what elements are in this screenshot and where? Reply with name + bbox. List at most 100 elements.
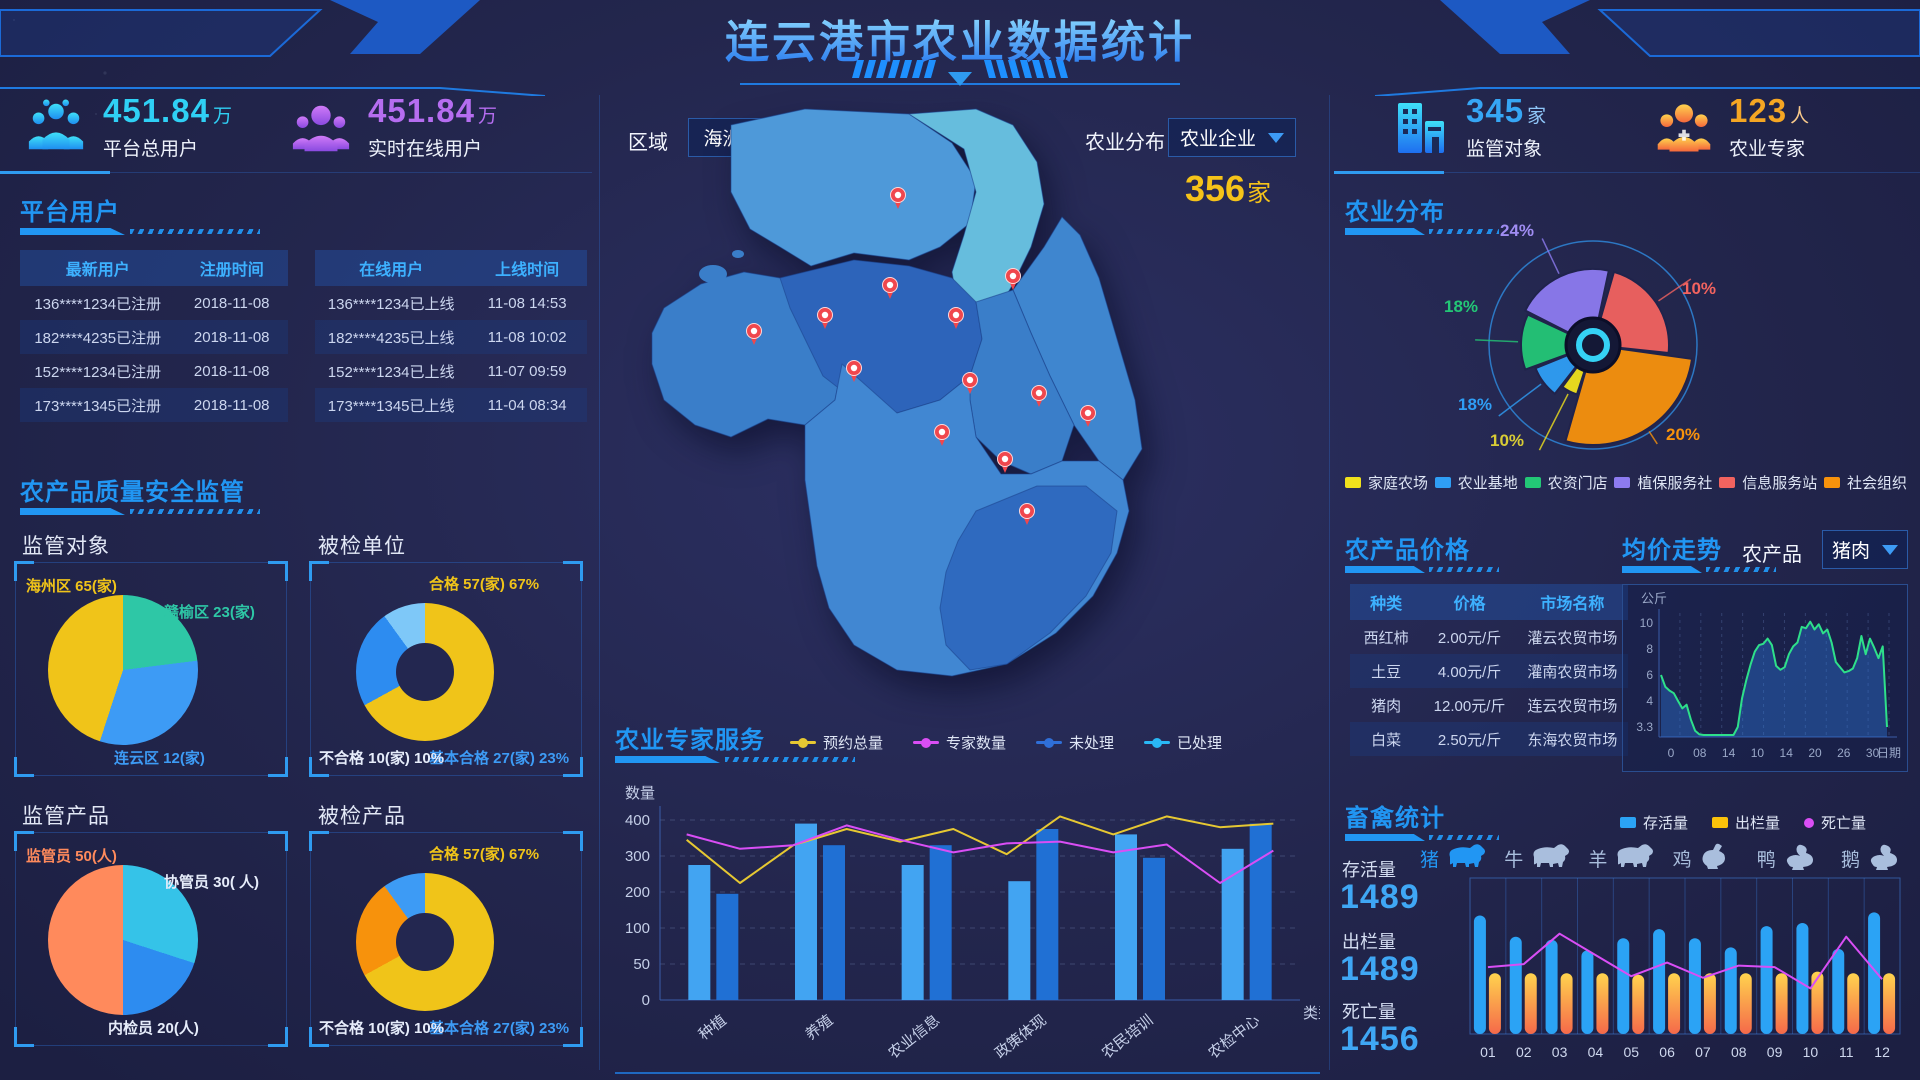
region-label: 区域 <box>628 132 668 154</box>
svg-text:100: 100 <box>625 920 650 937</box>
legend-item[interactable]: 死亡量 <box>1804 812 1866 833</box>
svg-text:26: 26 <box>1837 746 1851 760</box>
table-row: 182****4235已上线 11-08 10:02 <box>315 320 587 354</box>
pie-label: 基本合格 27(家) 23% <box>429 750 570 767</box>
product-select[interactable]: 猪肉 <box>1822 530 1908 569</box>
legend-item[interactable]: 农业基地 <box>1434 472 1518 493</box>
svg-text:0: 0 <box>642 992 650 1009</box>
svg-text:01: 01 <box>1480 1044 1496 1060</box>
section-title-platform-users: 平台用户 <box>20 199 120 226</box>
table-row: 猪肉 12.00元/斤 连云农贸市场 <box>1371 697 1618 715</box>
section-underline <box>1345 834 1605 841</box>
svg-text:4: 4 <box>1646 694 1653 708</box>
svg-text:农民培训: 农民培训 <box>1099 1012 1157 1062</box>
pie-chart <box>48 865 198 1015</box>
legend-swatch <box>1036 737 1063 748</box>
animal-icon <box>1870 844 1897 870</box>
legend-label: 已处理 <box>1177 735 1223 752</box>
svg-text:08: 08 <box>1731 1044 1747 1060</box>
livestock-chart: 01 02 03 04 05 06 07 08 09 10 11 12 <box>1469 877 1901 1060</box>
legend-label: 出栏量 <box>1735 815 1781 832</box>
legend-item[interactable]: 社会组织 <box>1823 472 1907 493</box>
pie-label: 不合格 10(家) 10% <box>319 1020 445 1037</box>
animal-tab-牛[interactable]: 牛 <box>1504 843 1571 873</box>
legend-label: 农资门店 <box>1547 475 1608 492</box>
distribution-legend: 家庭农场 农业基地 农资门店 植保服务社 信息服务站 社会组织 <box>1345 472 1907 493</box>
legend-item[interactable]: 未处理 <box>1036 732 1114 753</box>
animal-tab-label: 牛 <box>1504 849 1524 871</box>
map-pin[interactable] <box>882 277 898 300</box>
legend-label: 农业基地 <box>1457 475 1518 492</box>
rose-pct-label: 10% <box>1682 279 1717 298</box>
legend-swatch <box>1712 817 1729 828</box>
map-pin[interactable] <box>746 323 762 346</box>
legend-item[interactable]: 家庭农场 <box>1345 472 1428 493</box>
legend-item[interactable]: 信息服务站 <box>1719 472 1817 493</box>
pie-label: 海州区 65(家) <box>26 578 117 595</box>
animal-tabs: 猪牛 羊鸡鸭 鹅 <box>1420 843 1908 873</box>
legend-item[interactable]: 出栏量 <box>1712 812 1780 833</box>
legend-swatch <box>1719 477 1736 488</box>
svg-text:种植: 种植 <box>696 1012 730 1044</box>
section-underline <box>1345 228 1605 235</box>
animal-tab-label: 鸭 <box>1756 849 1776 871</box>
distribution-select-value: 农业企业 <box>1179 129 1256 150</box>
donut-chart <box>356 873 494 1011</box>
section-title-livestock: 畜禽统计 <box>1345 805 1445 832</box>
legend-item[interactable]: 农资门店 <box>1524 472 1608 493</box>
legend-item[interactable]: 存活量 <box>1620 812 1688 833</box>
animal-tab-鸭[interactable]: 鸭 <box>1757 843 1824 873</box>
map-pin[interactable] <box>934 424 950 447</box>
pie-label: 内检员 20(人) <box>108 1020 199 1037</box>
animal-tab-猪[interactable]: 猪 <box>1420 843 1487 873</box>
legend-label: 植保服务社 <box>1637 475 1713 492</box>
pie-chart <box>48 595 198 745</box>
map-pin[interactable] <box>846 360 862 383</box>
legend-label: 死亡量 <box>1821 815 1867 832</box>
map-pin[interactable] <box>1019 503 1035 526</box>
legend-swatch <box>790 737 816 748</box>
chart-subtitle: 监管产品 <box>22 805 110 828</box>
table-row: 173****1345已上线 11-04 08:34 <box>315 388 587 422</box>
stat-total-users: 451.84 万 平台总用户 <box>25 92 232 161</box>
pie-label: 合格 57(家) 67% <box>429 846 540 863</box>
map-pin[interactable] <box>1005 268 1021 291</box>
chart-subtitle: 监管对象 <box>22 535 110 558</box>
map-pin[interactable] <box>962 372 978 395</box>
stat-value: 123 <box>1729 92 1788 129</box>
animal-tab-羊[interactable]: 羊 <box>1588 843 1655 873</box>
pie-label: 监管员 50(人) <box>26 848 117 865</box>
table-row: 152****1234已注册 2018-11-08 <box>34 362 270 381</box>
map-pin[interactable] <box>1080 405 1096 428</box>
table-row: 173****1345已注册 2018-11-08 <box>20 388 288 422</box>
legend-item[interactable]: 专家数量 <box>913 732 1006 753</box>
section-title-trend: 均价走势 <box>1622 537 1722 564</box>
price-table: 种类 价格 市场名称 西红柿 2.00元/斤 灌云农贸市场 土豆 4.00元/斤 灌南农贸市场猪… <box>1350 584 1628 756</box>
animal-tab-鹅[interactable]: 鹅 <box>1841 843 1908 873</box>
animal-tab-鸡[interactable]: 鸡 <box>1673 843 1740 873</box>
pie-label: 基本合格 27(家) 23% <box>429 1020 570 1037</box>
chart-box-inspected-products: 合格 57(家) 67% 基本合格 27(家) 23% 不合格 10(家) 10… <box>309 831 583 1047</box>
section-title-distribution: 农业分布 <box>1345 199 1445 226</box>
livestock-legend: 存活量 出栏量 死亡量 <box>1620 812 1866 833</box>
legend-swatch <box>1614 477 1631 488</box>
map-pin[interactable] <box>1031 385 1047 408</box>
legend-swatch <box>1144 737 1171 748</box>
legend-item[interactable]: 植保服务社 <box>1614 472 1712 493</box>
distribution-select[interactable]: 农业企业 <box>1168 118 1296 157</box>
city-map <box>651 108 1143 677</box>
livestock-stat-value: 1489 <box>1340 950 1420 988</box>
svg-text:养殖: 养殖 <box>802 1012 836 1044</box>
map-pin[interactable] <box>948 307 964 330</box>
rose-pct-label: 24% <box>1500 221 1535 240</box>
map-pin[interactable] <box>817 307 833 330</box>
section-underline <box>1622 566 1776 573</box>
map-pin[interactable] <box>890 187 906 210</box>
legend-item[interactable]: 已处理 <box>1144 732 1222 753</box>
map-pin[interactable] <box>997 451 1013 474</box>
legend-item[interactable]: 预约总量 <box>790 732 883 753</box>
legend-swatch <box>1434 477 1451 488</box>
distribution-rose-chart: 24% 10% 20% 10% 18% 18% <box>1350 213 1910 513</box>
svg-text:04: 04 <box>1588 1044 1604 1060</box>
online-table: 在线用户 上线时间 136****1234已上线 11-08 14:53 182****… <box>315 250 587 422</box>
